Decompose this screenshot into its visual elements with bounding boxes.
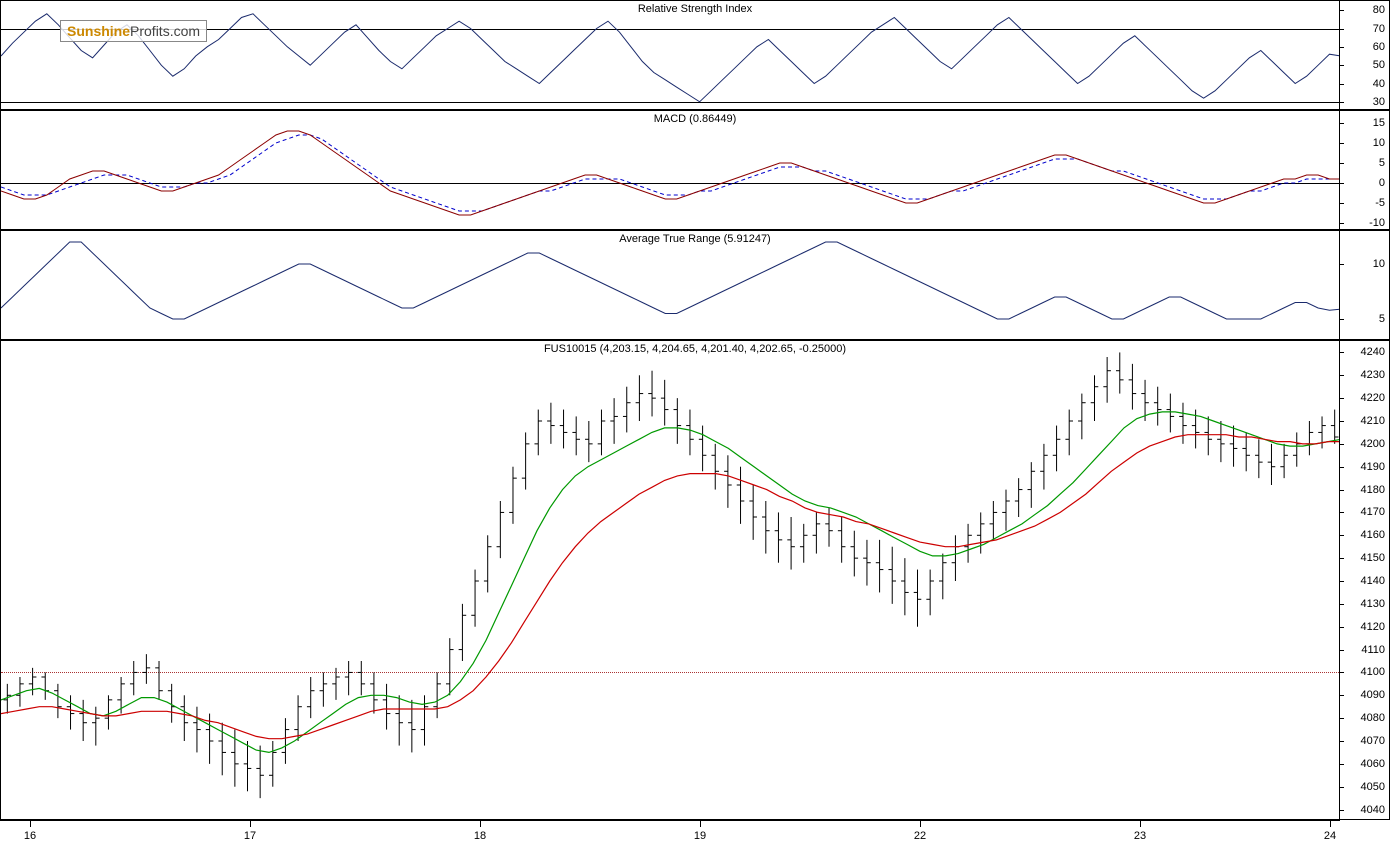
x-tick-label: 24: [1324, 830, 1336, 842]
watermark-part2: Profits.com: [130, 23, 200, 39]
y-tick-label: 50: [1373, 59, 1385, 71]
macd-panel: MACD (0.86449) -10-5051015: [0, 110, 1390, 230]
macd-plot: [1, 111, 1341, 231]
y-tick-label: 4070: [1361, 735, 1385, 747]
y-tick-label: 4200: [1361, 438, 1385, 450]
x-tick-label: 19: [694, 830, 706, 842]
y-tick-label: 4240: [1361, 346, 1385, 358]
watermark: SunshineProfits.com: [60, 20, 207, 42]
y-tick-label: 4040: [1361, 804, 1385, 816]
y-tick-label: 5: [1379, 313, 1385, 325]
y-tick-label: 4080: [1361, 712, 1385, 724]
price-panel: FUS10015 (4,203.15, 4,204.65, 4,201.40, …: [0, 340, 1390, 820]
x-tick-label: 22: [914, 830, 926, 842]
x-tick-label: 17: [244, 830, 256, 842]
atr-panel: Average True Range (5.91247) 510: [0, 230, 1390, 340]
y-tick-label: 60: [1373, 41, 1385, 53]
y-tick-label: -5: [1375, 197, 1385, 209]
y-tick-label: 4050: [1361, 781, 1385, 793]
y-tick-label: 40: [1373, 78, 1385, 90]
y-tick-label: 5: [1379, 157, 1385, 169]
y-tick-label: 4170: [1361, 506, 1385, 518]
price-plot: [1, 341, 1341, 821]
y-tick-label: 4230: [1361, 369, 1385, 381]
y-tick-label: 70: [1373, 23, 1385, 35]
y-tick-label: 4060: [1361, 758, 1385, 770]
y-tick-label: 10: [1373, 137, 1385, 149]
y-tick-label: 4180: [1361, 484, 1385, 496]
price-yaxis: 4040 4050 4060 4070 4080 4090 4100 4110 4120 4130…: [1339, 341, 1389, 819]
y-tick-label: 4140: [1361, 575, 1385, 587]
macd-yaxis: -10 -5 0 5 10 15: [1339, 111, 1389, 229]
atr-plot: [1, 231, 1341, 341]
y-tick-label: 10: [1373, 258, 1385, 270]
rsi-panel: Relative Strength Index 304050607080: [0, 0, 1390, 110]
y-tick-label: 4100: [1361, 666, 1385, 678]
y-tick-label: 80: [1373, 4, 1385, 16]
rsi-yaxis: 30 40 50 60 70 80: [1339, 1, 1389, 109]
y-tick-label: 4150: [1361, 552, 1385, 564]
y-tick-label: 4110: [1361, 644, 1385, 656]
y-tick-label: 4130: [1361, 598, 1385, 610]
y-tick-label: 4190: [1361, 461, 1385, 473]
y-tick-label: 4220: [1361, 392, 1385, 404]
x-tick-label: 23: [1134, 830, 1146, 842]
y-tick-label: 0: [1379, 177, 1385, 189]
x-tick-label: 18: [474, 830, 486, 842]
x-tick-label: 16: [24, 830, 36, 842]
y-tick-label: 4120: [1361, 621, 1385, 633]
rsi-plot: [1, 1, 1341, 111]
watermark-part1: Sunshine: [67, 23, 130, 39]
y-tick-label: -10: [1369, 217, 1385, 229]
atr-yaxis: 5 10: [1339, 231, 1389, 339]
y-tick-label: 15: [1373, 117, 1385, 129]
y-tick-label: 4210: [1361, 415, 1385, 427]
y-tick-label: 30: [1373, 96, 1385, 108]
chart-container: SunshineProfits.com Relative Strength In…: [0, 0, 1390, 850]
y-tick-label: 4160: [1361, 529, 1385, 541]
y-tick-label: 4090: [1361, 689, 1385, 701]
x-axis: 16 17 18 19 22 23 24: [0, 820, 1340, 850]
